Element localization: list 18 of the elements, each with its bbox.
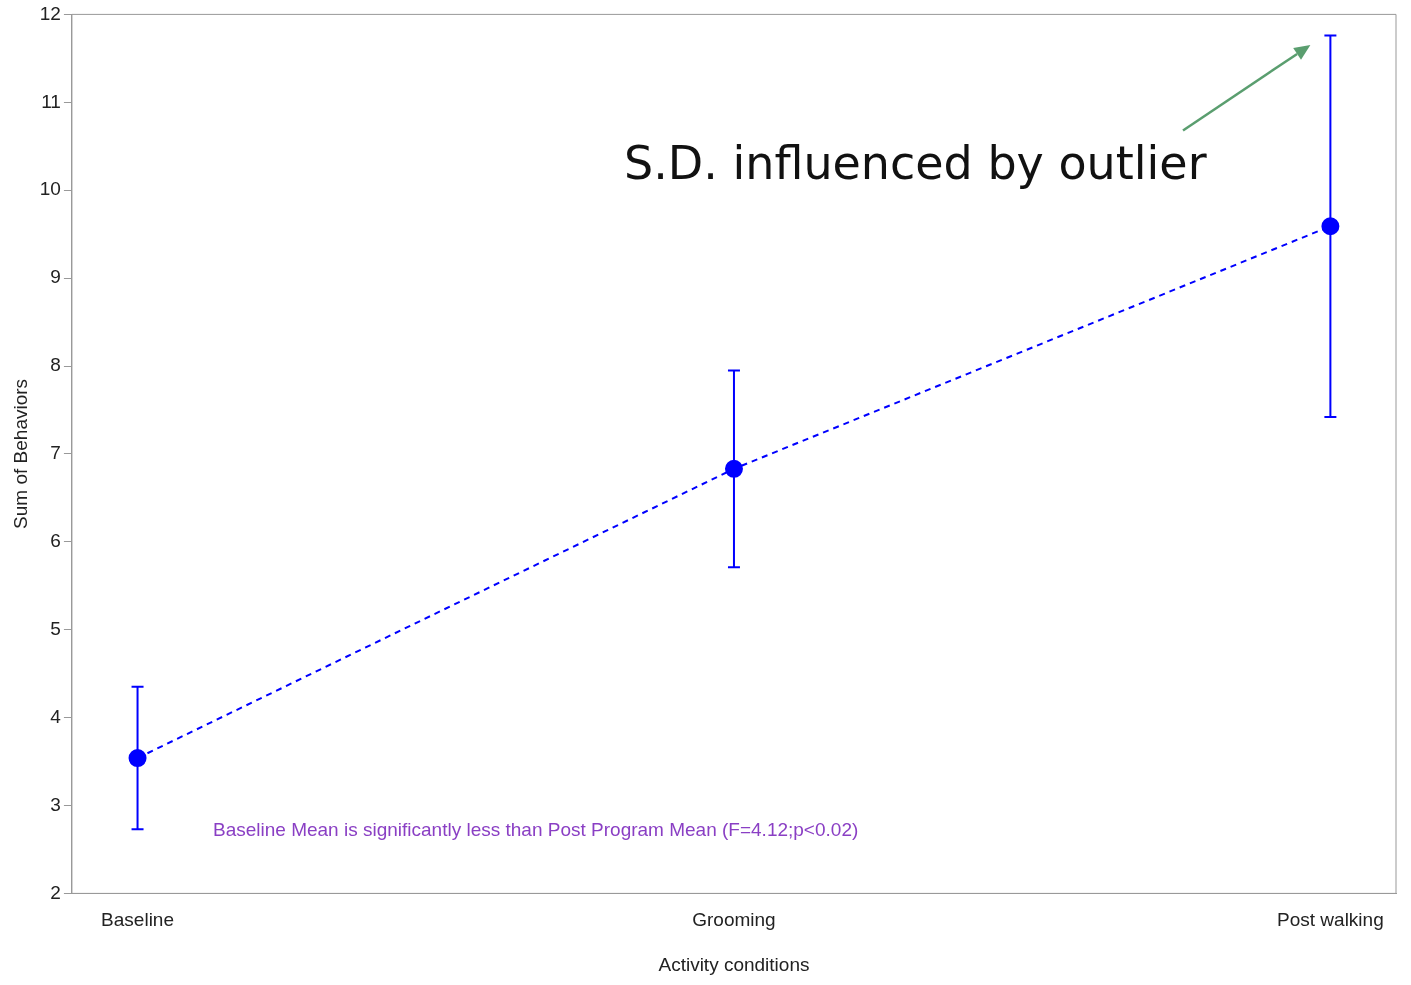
y-tick-label: 7	[50, 442, 61, 464]
annotation: S.D. influenced by outlier	[624, 136, 1207, 190]
y-tick-label: 8	[50, 354, 61, 376]
y-tick-label: 4	[50, 705, 62, 727]
y-tick-label: 11	[41, 90, 61, 112]
x-tick-label: Post walking	[1277, 909, 1384, 931]
y-tick-label: 2	[50, 881, 61, 903]
y-tick-label: 3	[50, 793, 61, 815]
y-tick-label: 12	[39, 2, 61, 24]
y-tick-label: 5	[50, 617, 61, 639]
y-tick-label: 10	[39, 178, 61, 200]
x-tick-label: Grooming	[692, 909, 776, 931]
y-axis-title: Sum of Behaviors	[9, 378, 31, 529]
y-tick-label: 9	[50, 266, 61, 288]
annotation: Baseline Mean is significantly less than Post Program Mean (F=4.12;p<0.02)	[213, 819, 859, 841]
x-axis-title: Activity conditions	[658, 953, 810, 975]
x-tick-label: Baseline	[101, 909, 174, 931]
y-tick-label: 6	[50, 530, 61, 552]
